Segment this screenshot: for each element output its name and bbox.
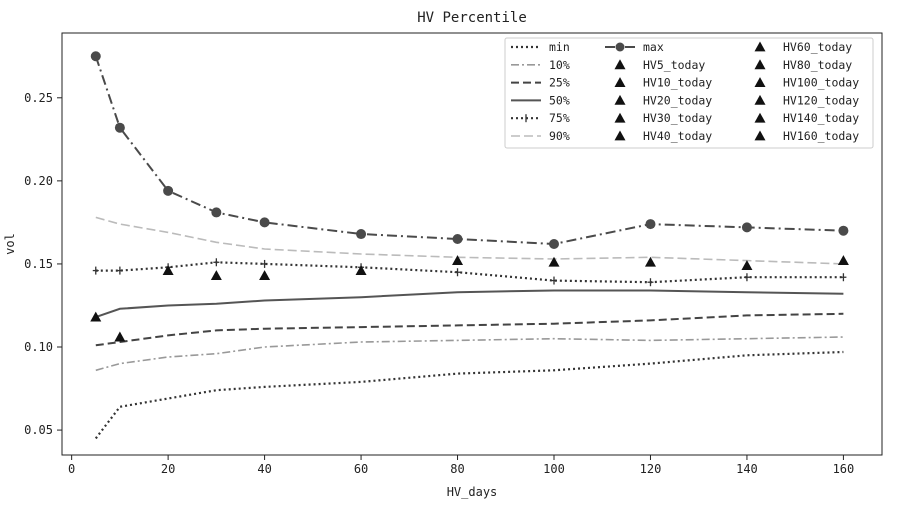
today-marker-HV120_today <box>644 256 656 267</box>
y-axis-label: vol <box>3 233 17 255</box>
legend: min 10% 25% 50% 75% 90% max HV5_today HV10_today… <box>504 37 874 149</box>
legend-handle-triangle <box>754 94 766 105</box>
x-tick-label: 0 <box>68 462 75 476</box>
legend-handle-triangle <box>614 112 626 123</box>
series-point-max <box>90 51 101 62</box>
series-line-50% <box>95 289 844 319</box>
legend-handle-triangle <box>754 130 766 141</box>
series-point-max <box>163 185 174 196</box>
series-point-max <box>259 217 270 228</box>
series-line-25% <box>95 312 844 347</box>
series-point-max <box>549 239 559 249</box>
legend-label: 90% <box>549 129 570 143</box>
today-marker-HV30_today <box>210 270 222 280</box>
today-marker-HV10_today <box>114 331 126 342</box>
legend-handle-triangle <box>754 59 766 70</box>
legend-handle-triangle <box>754 112 766 123</box>
legend-handle-triangle <box>614 130 626 141</box>
legend-label: HV80_today <box>783 58 852 72</box>
y-tick-label: 0.20 <box>24 174 53 188</box>
series-point-max <box>211 207 222 218</box>
legend-label: HV20_today <box>643 93 712 107</box>
series-line-min <box>94 350 844 440</box>
series-line-10% <box>95 336 844 372</box>
series-point-max <box>645 219 656 230</box>
legend-handle-triangle <box>754 41 766 52</box>
series-point-max <box>838 225 849 236</box>
today-marker-HV5_today <box>90 311 102 322</box>
x-tick-label: 140 <box>736 462 758 476</box>
legend-handle-triangle <box>614 94 626 105</box>
legend-label: 10% <box>549 58 570 72</box>
legend-handle-triangle <box>754 77 766 87</box>
x-tick-label: 100 <box>543 462 565 476</box>
legend-label: max <box>643 40 664 54</box>
series-point-max <box>741 222 752 233</box>
y-tick-label: 0.25 <box>24 91 53 105</box>
x-tick-label: 40 <box>257 462 271 476</box>
y-tick-label: 0.05 <box>24 423 53 437</box>
legend-label: min <box>549 40 570 54</box>
legend-handle-triangle <box>614 77 626 87</box>
legend-label: HV140_today <box>783 111 859 125</box>
y-tick-label: 0.10 <box>24 340 53 354</box>
chart-title: HV Percentile <box>417 10 527 26</box>
legend-handle-mark <box>615 42 625 52</box>
series-point-max <box>114 122 125 133</box>
today-marker-HV80_today <box>452 255 464 266</box>
x-tick-label: 120 <box>640 462 662 476</box>
legend-label: HV100_today <box>783 76 859 90</box>
x-tick-label: 20 <box>161 462 175 476</box>
series-point-max <box>452 234 463 245</box>
legend-label: HV160_today <box>783 129 859 143</box>
legend-handle-triangle <box>614 59 626 70</box>
today-marker-HV20_today <box>162 265 174 275</box>
series-line-90% <box>95 216 844 265</box>
today-marker-HV40_today <box>259 270 271 280</box>
legend-label: HV30_today <box>643 111 712 125</box>
plot-frame <box>61 32 883 456</box>
legend-label: 25% <box>549 76 570 90</box>
legend-label: HV120_today <box>783 93 859 107</box>
x-tick-label: 160 <box>833 462 855 476</box>
series-point-max <box>356 229 367 240</box>
series-line-75% <box>95 261 844 284</box>
x-tick-label: 60 <box>354 462 368 476</box>
today-marker-HV140_today <box>741 260 753 270</box>
legend-label: HV5_today <box>643 58 705 72</box>
legend-label: 75% <box>549 111 570 125</box>
x-tick-label: 80 <box>450 462 464 476</box>
legend-box <box>504 37 874 149</box>
today-marker-HV60_today <box>355 265 367 275</box>
legend-label: HV40_today <box>643 129 712 143</box>
legend-label: 50% <box>549 93 570 107</box>
today-marker-HV160_today <box>837 255 849 266</box>
legend-label: HV10_today <box>643 76 712 90</box>
plot-area <box>90 51 849 440</box>
axes: 0 20 40 60 80 100 120 140 160 0.05 0.10 0.15 0.20 0.2… <box>24 91 854 476</box>
x-axis-label: HV_days <box>447 485 498 499</box>
y-tick-label: 0.15 <box>24 257 53 271</box>
legend-label: HV60_today <box>783 40 852 54</box>
today-marker-HV100_today <box>548 256 560 267</box>
